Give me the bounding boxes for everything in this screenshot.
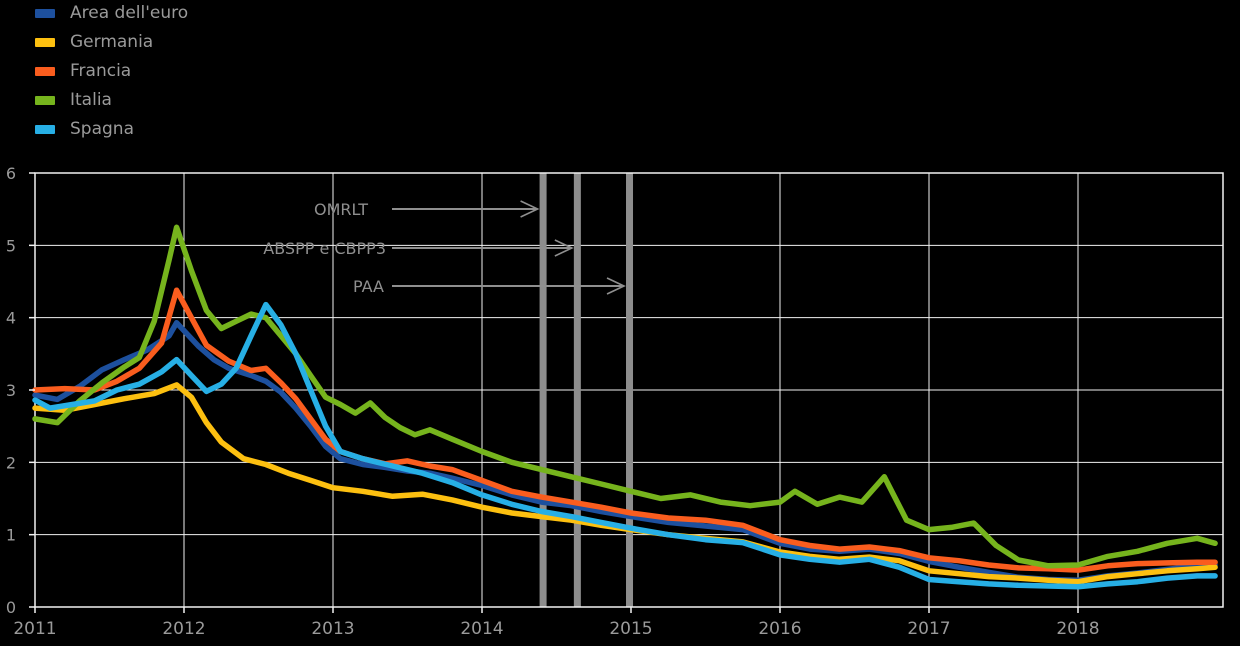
- legend-label-italia: Italia: [70, 90, 112, 110]
- legend-swatch-italia: [35, 96, 55, 105]
- legend-swatch-germania: [35, 38, 55, 47]
- legend-label-spagna: Spagna: [70, 119, 134, 139]
- legend-label-francia: Francia: [70, 61, 132, 81]
- annotation-paa: PAA: [353, 277, 384, 296]
- x-axis-label-2014: 2014: [460, 619, 503, 639]
- x-axis-label-2011: 2011: [13, 619, 56, 639]
- series-line-spagna: [32, 301, 1218, 590]
- x-axis-label-2018: 2018: [1056, 619, 1099, 639]
- legend-item-francia: Francia: [35, 57, 188, 86]
- y-axis-label-2: 2: [6, 453, 16, 472]
- arrow-head-0: [520, 200, 540, 218]
- arrow-head-1: [554, 239, 574, 257]
- series-line-area-dell-euro: [32, 319, 1218, 583]
- legend: Area dell'euro Germania Francia Italia S…: [35, 0, 188, 144]
- legend-item-italia: Italia: [35, 86, 188, 115]
- x-axis-label-2015: 2015: [609, 619, 652, 639]
- legend-item-area-euro: Area dell'euro: [35, 0, 188, 28]
- legend-swatch-area-euro: [35, 9, 55, 18]
- y-axis-label-3: 3: [6, 381, 16, 400]
- event-bar-1: [573, 173, 581, 607]
- x-axis-label-2013: 2013: [311, 619, 354, 639]
- y-axis-label-5: 5: [6, 236, 16, 255]
- annotation-omrlt: OMRLT: [314, 200, 368, 219]
- annotation-abspp-cbpp3: ABSPP e CBPP3: [263, 239, 386, 258]
- arrow-head-2: [606, 277, 626, 295]
- event-bar-0: [539, 173, 547, 607]
- x-axis-label-2016: 2016: [758, 619, 801, 639]
- legend-label-area-euro: Area dell'euro: [70, 3, 189, 23]
- y-axis-label-4: 4: [6, 309, 16, 328]
- legend-label-germania: Germania: [70, 32, 154, 52]
- event-bar-2: [626, 173, 634, 607]
- y-axis-label-1: 1: [6, 526, 16, 545]
- series-line-francia: [32, 287, 1218, 573]
- legend-swatch-francia: [35, 67, 55, 76]
- series-line-germania: [32, 382, 1218, 585]
- legend-swatch-spagna: [35, 125, 55, 134]
- y-axis-label-0: 0: [6, 598, 16, 617]
- legend-item-germania: Germania: [35, 28, 188, 57]
- y-axis-label-6: 6: [6, 164, 16, 183]
- x-axis-label-2017: 2017: [907, 619, 950, 639]
- x-axis-label-2012: 2012: [162, 619, 205, 639]
- series-line-italia: [32, 224, 1218, 569]
- legend-item-spagna: Spagna: [35, 115, 188, 144]
